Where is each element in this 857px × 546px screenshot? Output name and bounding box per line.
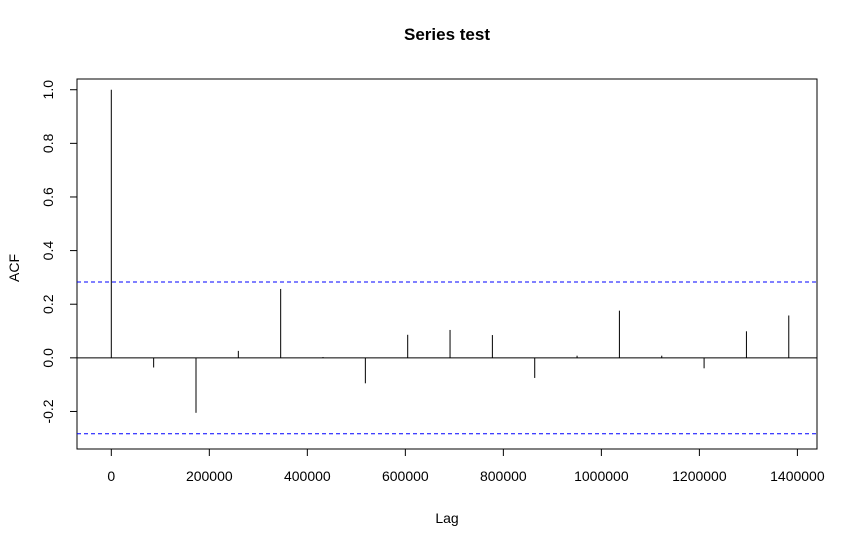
x-tick-label: 800000 — [480, 468, 527, 484]
y-tick-label: 0.2 — [40, 294, 56, 314]
x-axis-title: Lag — [435, 510, 458, 526]
x-tick-label: 1400000 — [770, 468, 825, 484]
x-axis: 0 200000 400000 600000 800000 1000000 1200000 1… — [107, 448, 825, 484]
plot-frame — [76, 78, 818, 450]
y-tick-label: 0.8 — [40, 133, 56, 153]
y-tick-label: 0.0 — [40, 348, 56, 368]
y-tick-label: 1.0 — [40, 80, 56, 100]
x-tick-label: 400000 — [284, 468, 331, 484]
x-tick-label: 1000000 — [574, 468, 629, 484]
x-tick-label: 200000 — [186, 468, 233, 484]
x-tick-label: 600000 — [382, 468, 429, 484]
chart-title: Series test — [404, 25, 490, 44]
acf-marks — [77, 89, 817, 435]
x-tick-label: 1200000 — [672, 468, 727, 484]
y-tick-label: 0.6 — [40, 187, 56, 207]
y-tick-label: -0.2 — [40, 399, 56, 423]
y-tick-label: 0.4 — [40, 241, 56, 261]
y-axis: -0.2 0.0 0.2 0.4 0.6 0.8 1.0 — [40, 80, 78, 424]
y-axis-title: ACF — [6, 254, 22, 282]
x-tick-label: 0 — [107, 468, 115, 484]
